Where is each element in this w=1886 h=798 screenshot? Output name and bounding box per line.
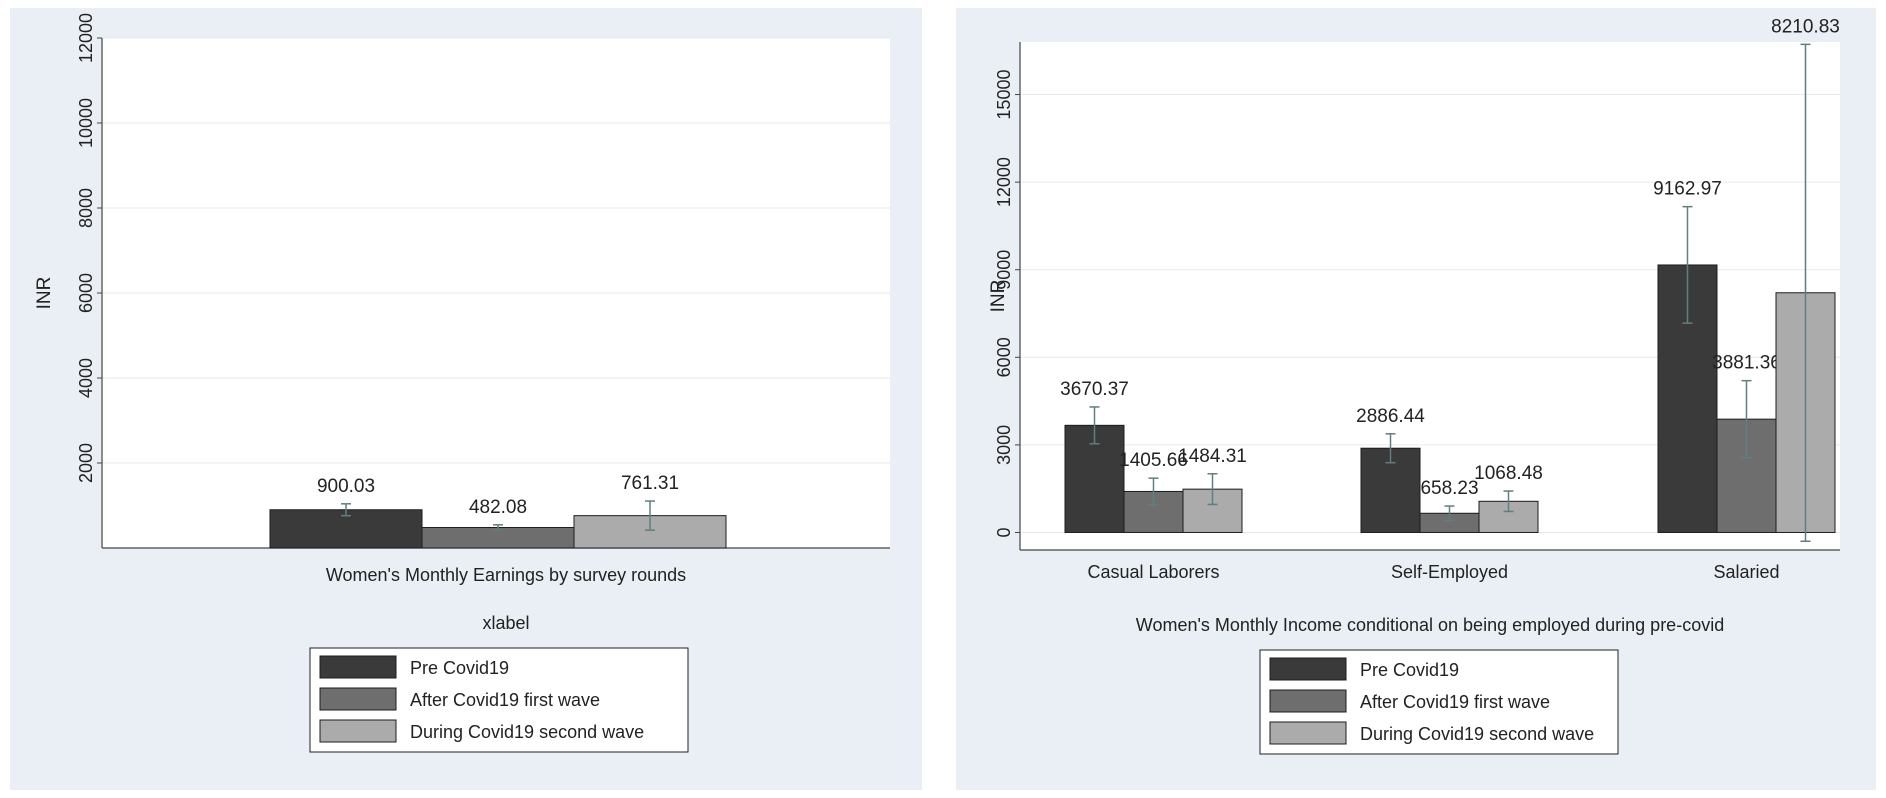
data-label: 761.31	[621, 473, 679, 494]
data-label: 658.23	[1420, 478, 1478, 499]
left-chart-panel: 2000 4000 6000 8000 10000 12000 INR 900.03 482.0…	[10, 8, 922, 790]
y-tick-label: 2000	[76, 443, 96, 483]
data-label: 1068.48	[1474, 463, 1543, 484]
legend-label: During Covid19 second wave	[410, 722, 644, 742]
legend-label: After Covid19 first wave	[410, 690, 600, 710]
data-label: 9162.97	[1653, 179, 1722, 200]
data-label: 1484.31	[1178, 446, 1247, 467]
x-category-label: Casual Laborers	[1087, 562, 1219, 582]
y-tick-label: 3000	[994, 425, 1014, 465]
y-tick-label: 10000	[76, 98, 96, 148]
left-chart: 2000 4000 6000 8000 10000 12000 INR 900.03 482.0…	[34, 13, 890, 753]
legend-swatch	[319, 719, 397, 743]
data-label: 482.08	[469, 497, 527, 518]
legend-swatch	[1269, 657, 1347, 681]
y-tick-label: 12000	[76, 13, 96, 63]
legend-swatch	[319, 655, 397, 679]
data-label: 900.03	[317, 476, 375, 497]
x-category-label: Self-Employed	[1391, 562, 1508, 582]
data-label: 3881.36	[1712, 353, 1781, 374]
legend-swatch	[1269, 689, 1347, 713]
legend-swatch	[319, 687, 397, 711]
right-chart-panel: 0 3000 6000 9000 12000 15000 INR 3670.37 1405.66…	[956, 8, 1876, 790]
y-tick-label: 4000	[76, 358, 96, 398]
legend-label: After Covid19 first wave	[1360, 692, 1550, 712]
x-axis-label: Women's Monthly Income conditional on be…	[1136, 615, 1724, 635]
secondary-x-label: xlabel	[482, 613, 529, 633]
y-tick-label: 15000	[994, 70, 1014, 120]
x-category-label: Salaried	[1713, 562, 1779, 582]
data-label: 8210.83	[1771, 16, 1840, 37]
legend-label: Pre Covid19	[410, 658, 509, 678]
data-label: 2886.44	[1356, 406, 1425, 427]
y-tick-label: 6000	[994, 337, 1014, 377]
y-tick-label: 6000	[76, 273, 96, 313]
y-tick-label: 8000	[76, 188, 96, 228]
y-axis-label: INR	[34, 277, 55, 310]
legend-swatch	[1269, 721, 1347, 745]
data-label: 3670.37	[1060, 379, 1129, 400]
right-chart: 0 3000 6000 9000 12000 15000 INR 3670.37 1405.66…	[988, 16, 1840, 755]
y-axis-label: INR	[988, 280, 1009, 313]
x-axis-label: Women's Monthly Earnings by survey round…	[326, 565, 686, 585]
y-tick-label: 12000	[994, 157, 1014, 207]
legend-label: Pre Covid19	[1360, 660, 1459, 680]
y-tick-label: 9000	[994, 250, 1014, 290]
data-label: 1405.66	[1119, 450, 1188, 471]
legend-label: During Covid19 second wave	[1360, 724, 1594, 744]
bar	[1360, 447, 1421, 533]
y-tick-label: 0	[994, 527, 1014, 537]
